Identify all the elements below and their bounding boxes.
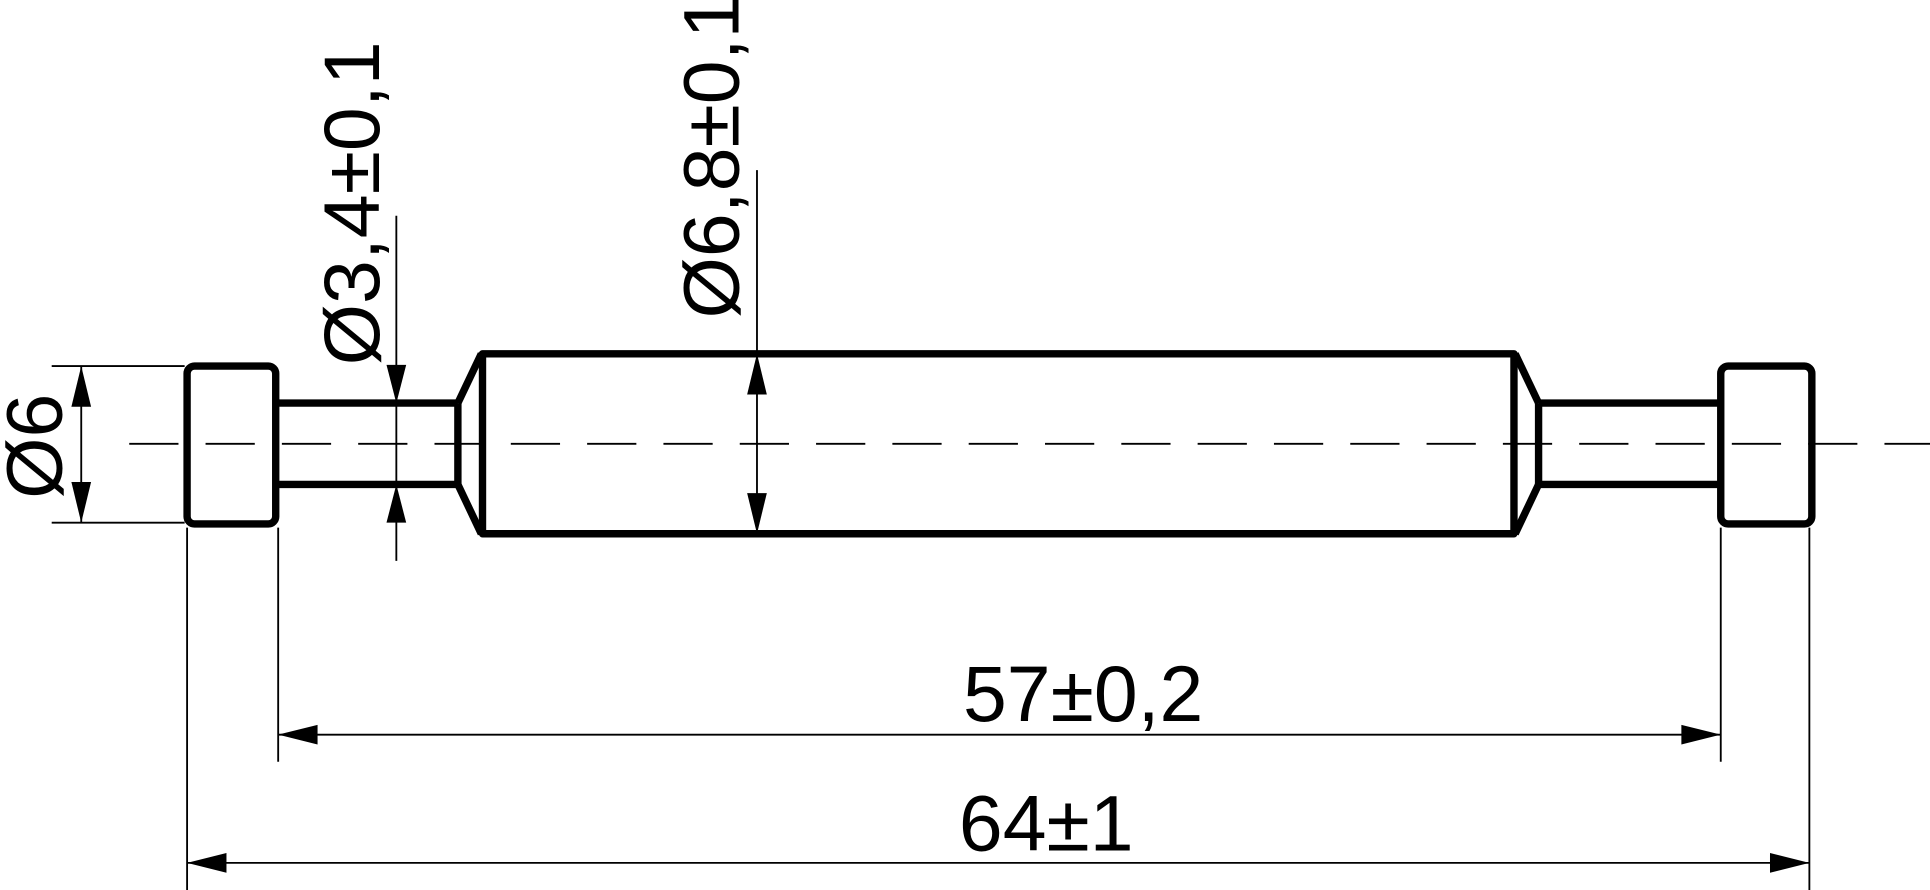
- right-chamfer: [1511, 352, 1543, 536]
- cap-diameter-dimension: Ø6: [0, 365, 185, 524]
- left-chamfer: [454, 352, 485, 536]
- left-neck: [275, 399, 462, 489]
- neck-diameter-label: Ø3,4±0,1: [308, 41, 396, 365]
- inner-length-label: 57±0,2: [963, 650, 1203, 738]
- body-diameter-label: Ø6,8±0,1: [668, 0, 756, 319]
- main-body: [478, 350, 1518, 538]
- right-neck: [1538, 399, 1721, 489]
- right-cap: [1717, 362, 1816, 528]
- left-cap: [183, 362, 280, 528]
- cap-diameter-label: Ø6: [0, 394, 79, 499]
- body-diameter-dimension: Ø6,8±0,1: [668, 0, 767, 534]
- neck-diameter-dimension: Ø3,4±0,1: [308, 41, 407, 561]
- inner-length-dimension: 57±0,2: [277, 527, 1722, 762]
- overall-length-label: 64±1: [959, 780, 1134, 868]
- overall-length-dimension: 64±1: [186, 527, 1811, 890]
